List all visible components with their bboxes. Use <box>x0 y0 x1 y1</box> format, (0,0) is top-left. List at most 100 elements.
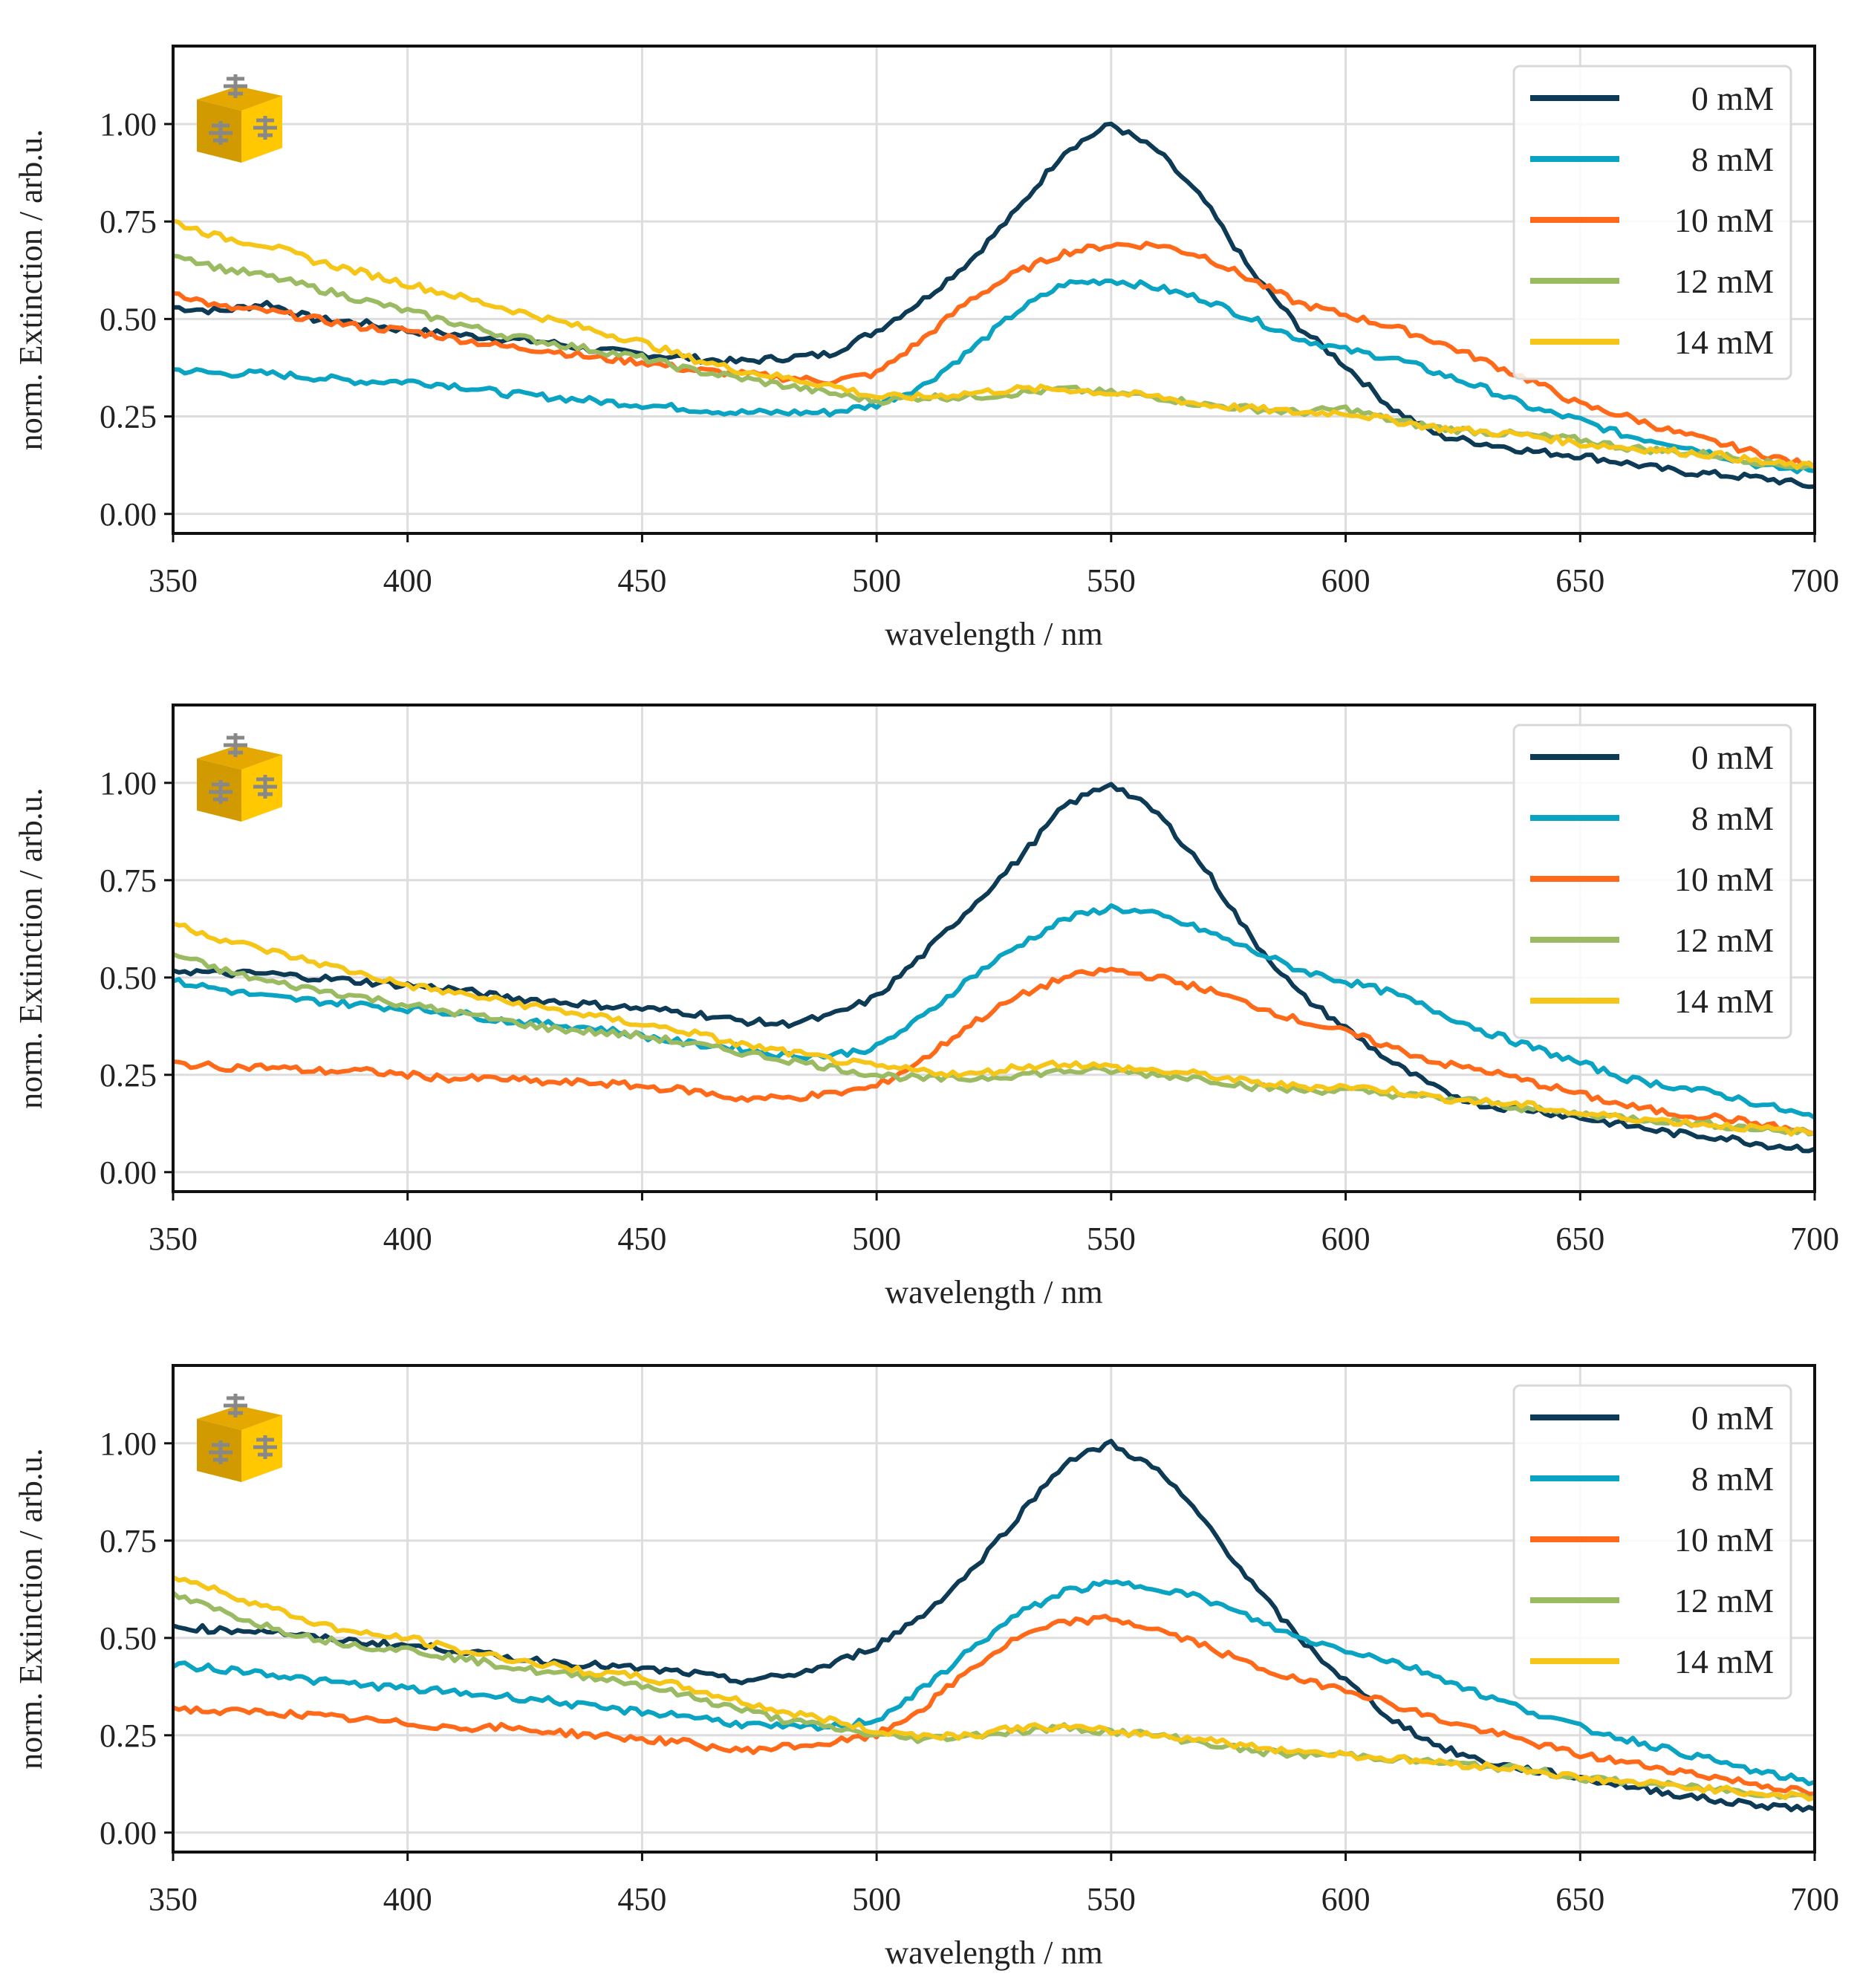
x-tick-label: 700 <box>1790 1221 1839 1257</box>
y-tick-label: 0.25 <box>100 1718 157 1754</box>
series-group <box>173 782 1815 1154</box>
series-line-8-mm <box>173 903 1815 1120</box>
gold-cube-with-molecules-icon <box>197 1394 282 1482</box>
x-tick-label: 350 <box>149 562 198 599</box>
legend-item: 10 mM <box>1530 201 1774 239</box>
x-tick-label: 550 <box>1087 562 1136 599</box>
x-tick-label: 400 <box>383 562 432 599</box>
x-tick-label: 350 <box>149 1221 198 1257</box>
y-tick-label: 1.00 <box>100 765 157 802</box>
molecule-glyph <box>224 74 247 98</box>
x-tick-label: 650 <box>1555 562 1604 599</box>
legend-item: 0 mM <box>1530 738 1774 776</box>
legend-item: 12 mM <box>1530 1582 1774 1620</box>
series-line-10-mm <box>173 241 1815 470</box>
x-tick-label: 500 <box>852 562 901 599</box>
x-tick-label: 700 <box>1790 1881 1839 1917</box>
x-tick-label: 500 <box>852 1221 901 1257</box>
cube-top-face <box>197 86 282 111</box>
gold-cube-with-molecules-icon <box>197 74 282 163</box>
x-axis-label: wavelength / nm <box>885 1274 1102 1310</box>
legend-item: 14 mM <box>1530 323 1774 361</box>
y-tick-label: 0.75 <box>100 863 157 899</box>
legend-item: 8 mM <box>1530 1460 1774 1498</box>
y-tick-label: 0.50 <box>100 301 157 337</box>
legend-label: 8 mM <box>1691 140 1774 178</box>
legend-label: 0 mM <box>1691 79 1774 117</box>
molecule-strokes <box>224 1394 247 1417</box>
chart-panel-1: 350 400 450 500 550 600 650 700 0.00 0.25 0.50 0.75… <box>13 45 1839 652</box>
molecule-glyph <box>253 1435 277 1459</box>
legend: 0 mM 8 mM 10 mM 12 mM 14 mM <box>1512 1384 1792 1700</box>
legend-item: 8 mM <box>1530 799 1774 837</box>
chart-panel-3: 350 400 450 500 550 600 650 700 0.00 0.25 0.50 0.75… <box>13 1364 1839 1971</box>
legend-item: 0 mM <box>1530 1399 1774 1437</box>
molecule-strokes <box>209 1440 232 1464</box>
legend-item: 14 mM <box>1530 982 1774 1020</box>
x-tick-label: 450 <box>617 562 666 599</box>
axes-frame <box>172 45 1816 535</box>
molecule-strokes <box>253 116 277 140</box>
y-tick-label: 0.00 <box>100 1154 157 1191</box>
legend-label: 8 mM <box>1691 1460 1774 1498</box>
molecule-strokes <box>209 780 232 804</box>
x-tick-label: 500 <box>852 1881 901 1917</box>
series-line-14-mm <box>173 1575 1815 1802</box>
legend-label: 0 mM <box>1691 1399 1774 1437</box>
legend-item: 14 mM <box>1530 1643 1774 1680</box>
legend-item: 12 mM <box>1530 921 1774 959</box>
x-tick-label: 450 <box>617 1221 666 1257</box>
gold-cube-with-molecules-icon <box>197 733 282 822</box>
series-group <box>173 1438 1815 1813</box>
axes-frame <box>172 704 1816 1193</box>
cube-top-face <box>197 1406 282 1430</box>
x-tick-label: 550 <box>1087 1881 1136 1917</box>
molecule-glyph <box>253 116 277 140</box>
x-tick-label: 400 <box>383 1881 432 1917</box>
legend-label: 10 mM <box>1674 860 1774 898</box>
y-tick-label: 0.50 <box>100 960 157 996</box>
legend-item: 10 mM <box>1530 860 1774 898</box>
molecule-glyph <box>253 775 277 799</box>
x-tick-label: 550 <box>1087 1221 1136 1257</box>
molecule-strokes <box>224 733 247 757</box>
series-line-8-mm <box>173 278 1815 475</box>
x-axis-label: wavelength / nm <box>885 616 1102 652</box>
y-axis-label: norm. Extinction / arb.u. <box>13 787 49 1109</box>
y-tick-label: 0.75 <box>100 1523 157 1559</box>
series-line-12-mm <box>173 253 1815 470</box>
molecule-glyph <box>224 733 247 757</box>
legend-label: 0 mM <box>1691 738 1774 776</box>
chart-panel-2: 350 400 450 500 550 600 650 700 0.00 0.25 0.50 0.75… <box>13 704 1839 1310</box>
x-tick-label: 600 <box>1321 1881 1370 1917</box>
legend-label: 14 mM <box>1674 1643 1774 1680</box>
legend-item: 10 mM <box>1530 1521 1774 1559</box>
y-tick-label: 0.75 <box>100 204 157 240</box>
legend-box <box>1512 1384 1792 1700</box>
series-line-10-mm <box>173 1614 1815 1796</box>
x-axis-label: wavelength / nm <box>885 1935 1102 1971</box>
legend-box <box>1512 724 1792 1039</box>
legend-label: 12 mM <box>1674 262 1774 300</box>
molecule-glyph <box>209 1440 232 1464</box>
cube-top-face <box>197 745 282 770</box>
molecule-strokes <box>224 74 247 98</box>
legend-label: 14 mM <box>1674 982 1774 1020</box>
y-axis-label: norm. Extinction / arb.u. <box>13 1448 49 1770</box>
axes-frame <box>172 1364 1816 1854</box>
x-tick-label: 450 <box>617 1881 666 1917</box>
x-tick-label: 700 <box>1790 562 1839 599</box>
series-line-10-mm <box>173 967 1815 1136</box>
legend: 0 mM 8 mM 10 mM 12 mM 14 mM <box>1512 65 1792 380</box>
x-tick-label: 650 <box>1555 1221 1604 1257</box>
legend-item: 8 mM <box>1530 140 1774 178</box>
molecule-glyph <box>224 1394 247 1417</box>
x-tick-label: 600 <box>1321 1221 1370 1257</box>
y-axis-label: norm. Extinction / arb.u. <box>13 129 49 451</box>
x-tick-label: 600 <box>1321 562 1370 599</box>
legend-label: 8 mM <box>1691 799 1774 837</box>
x-tick-label: 400 <box>383 1221 432 1257</box>
y-tick-label: 1.00 <box>100 106 157 143</box>
y-tick-label: 0.00 <box>100 1815 157 1851</box>
